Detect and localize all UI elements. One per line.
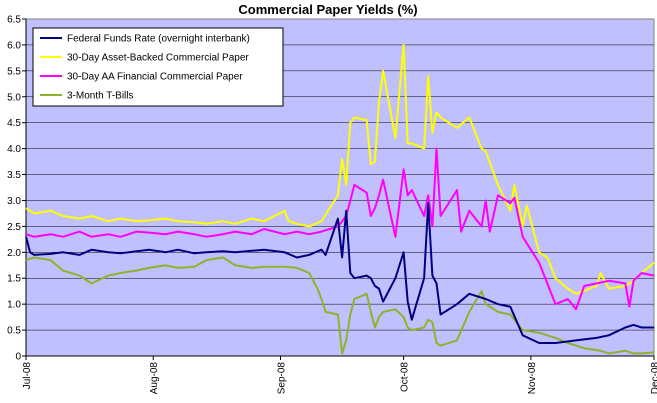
y-tick-label: 4.0 (7, 144, 21, 155)
series-lines (25, 43, 655, 355)
y-tick-label: 3.0 (7, 196, 21, 207)
axes: 0 0.5 1.0 1.5 2.0 2.5 3.0 3.5 4.0 4.5 5.0 5.5 6.0 6.5… (7, 15, 657, 395)
x-tick-label: Aug-08 (149, 362, 160, 395)
series-line-1 (25, 43, 655, 295)
legend-box (32, 27, 284, 107)
y-tick-label: 4.5 (7, 118, 21, 129)
legend-label: 30-Day Asset-Backed Commercial Paper (67, 53, 249, 64)
x-tick-label: Nov-08 (527, 362, 538, 395)
legend-label: 3-Month T-Bills (67, 91, 134, 102)
x-tick-label: Oct-08 (400, 362, 411, 392)
series-line-3 (25, 256, 655, 355)
chart-title: Commercial Paper Yields (%) (238, 2, 417, 17)
y-tick-label: 1.5 (7, 274, 21, 285)
x-tick-label: Dec-08 (650, 362, 657, 395)
y-tick-label: 0 (15, 352, 21, 363)
y-tick-label: 6.0 (7, 40, 21, 51)
y-tick-label: 1.0 (7, 300, 21, 311)
series-line-2 (25, 147, 655, 311)
legend-items: Federal Funds Rate (overnight interbank)… (40, 34, 250, 102)
legend-label: 30-Day AA Financial Commercial Paper (67, 72, 243, 83)
y-tick-label: 2.5 (7, 222, 21, 233)
legend: Federal Funds Rate (overnight interbank)… (32, 27, 284, 107)
x-tick-label: Sep-08 (276, 362, 287, 395)
y-tick-label: 3.5 (7, 170, 21, 181)
series-line-0 (25, 202, 654, 344)
y-tick-label: 2.0 (7, 248, 21, 259)
y-tick-label: 0.5 (7, 326, 21, 337)
y-tick-label: 5.0 (7, 92, 21, 103)
y-tick-label: 5.5 (7, 66, 21, 77)
legend-label: Federal Funds Rate (overnight interbank) (67, 34, 250, 45)
y-tick-label: 6.5 (7, 15, 21, 26)
x-tick-label: Jul-08 (22, 362, 33, 390)
